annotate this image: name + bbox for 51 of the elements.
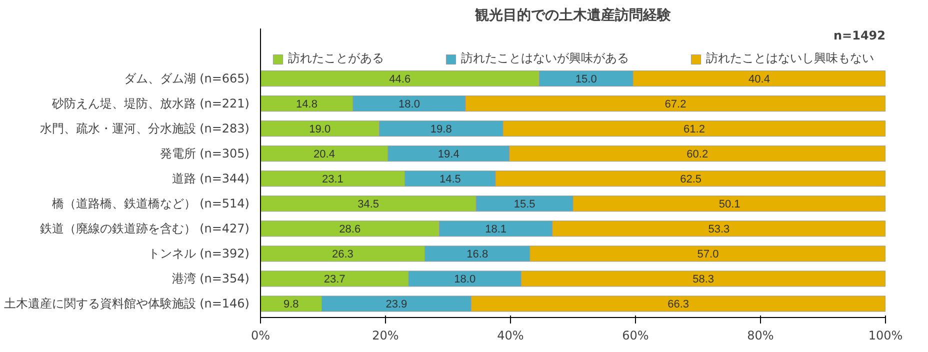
x-tick-label: 80% <box>747 328 774 342</box>
data-label: 15.5 <box>514 198 536 211</box>
data-label: 57.0 <box>697 248 719 261</box>
data-label: 15.0 <box>575 74 597 86</box>
text: n=1492 <box>834 28 886 42</box>
y-tick-label: 土木遺産に関する資料館や体験施設 (n=146) <box>4 296 250 311</box>
x-tick-label: 60% <box>622 328 649 342</box>
x-tick-label: 0% <box>250 328 270 342</box>
legend-label: 訪れたことはないが興味がある <box>461 50 629 67</box>
data-label: 67.2 <box>664 98 686 111</box>
data-label: 23.9 <box>386 298 408 311</box>
data-label: 9.8 <box>283 298 299 311</box>
data-label: 61.2 <box>684 124 705 136</box>
y-tick-label: 港湾 (n=354) <box>172 272 250 286</box>
data-label: 34.5 <box>358 198 380 211</box>
data-label: 44.6 <box>389 74 411 86</box>
data-label: 26.3 <box>332 248 354 261</box>
data-label: 23.7 <box>324 274 346 286</box>
y-tick-label: 水門、疏水・運河、分水施設 (n=283) <box>40 122 250 136</box>
data-label: 16.8 <box>466 248 488 261</box>
y-tick-label: 橋（道路橋、鉄道橋など） (n=514) <box>52 196 250 211</box>
legend-label: 訪れたことがある <box>288 50 384 67</box>
x-tick-label: 100% <box>868 328 903 342</box>
data-label: 66.3 <box>668 298 690 311</box>
y-tick-label: 砂防えん堤、堤防、放水路 (n=221) <box>50 96 250 111</box>
data-label: 19.8 <box>430 124 452 136</box>
data-label: 18.0 <box>398 98 420 111</box>
data-label: 58.3 <box>692 274 714 286</box>
data-label: 20.4 <box>314 148 335 161</box>
y-tick-label: 鉄道（廃線の鉄道跡を含む） (n=427) <box>40 222 250 236</box>
y-tick-label: 道路 (n=344) <box>172 172 250 186</box>
chart-title: 観光目的での土木遺産訪問経験 <box>474 6 672 24</box>
x-tick-label: 20% <box>372 328 399 342</box>
data-label: 19.0 <box>309 124 331 136</box>
legend-label: 訪れたことはないし興味もない <box>706 50 874 67</box>
data-label: 53.3 <box>708 224 730 236</box>
data-label: 62.5 <box>680 174 702 186</box>
y-tick-label: 発電所 (n=305) <box>160 146 250 161</box>
data-label: 23.1 <box>322 174 344 186</box>
data-label: 40.4 <box>748 74 770 86</box>
data-label: 28.6 <box>339 224 361 236</box>
data-label: 18.1 <box>485 224 507 236</box>
y-tick-label: トンネル (n=392) <box>148 246 250 261</box>
y-tick-label: ダム、ダム湖 (n=665) <box>124 72 250 86</box>
data-label: 60.2 <box>686 148 708 161</box>
x-tick-label: 40% <box>497 328 524 342</box>
data-label: 19.4 <box>438 148 460 161</box>
data-label: 18.0 <box>454 274 476 286</box>
data-label: 14.8 <box>296 98 318 111</box>
data-label: 50.1 <box>718 198 740 211</box>
data-label: 14.5 <box>439 174 461 186</box>
